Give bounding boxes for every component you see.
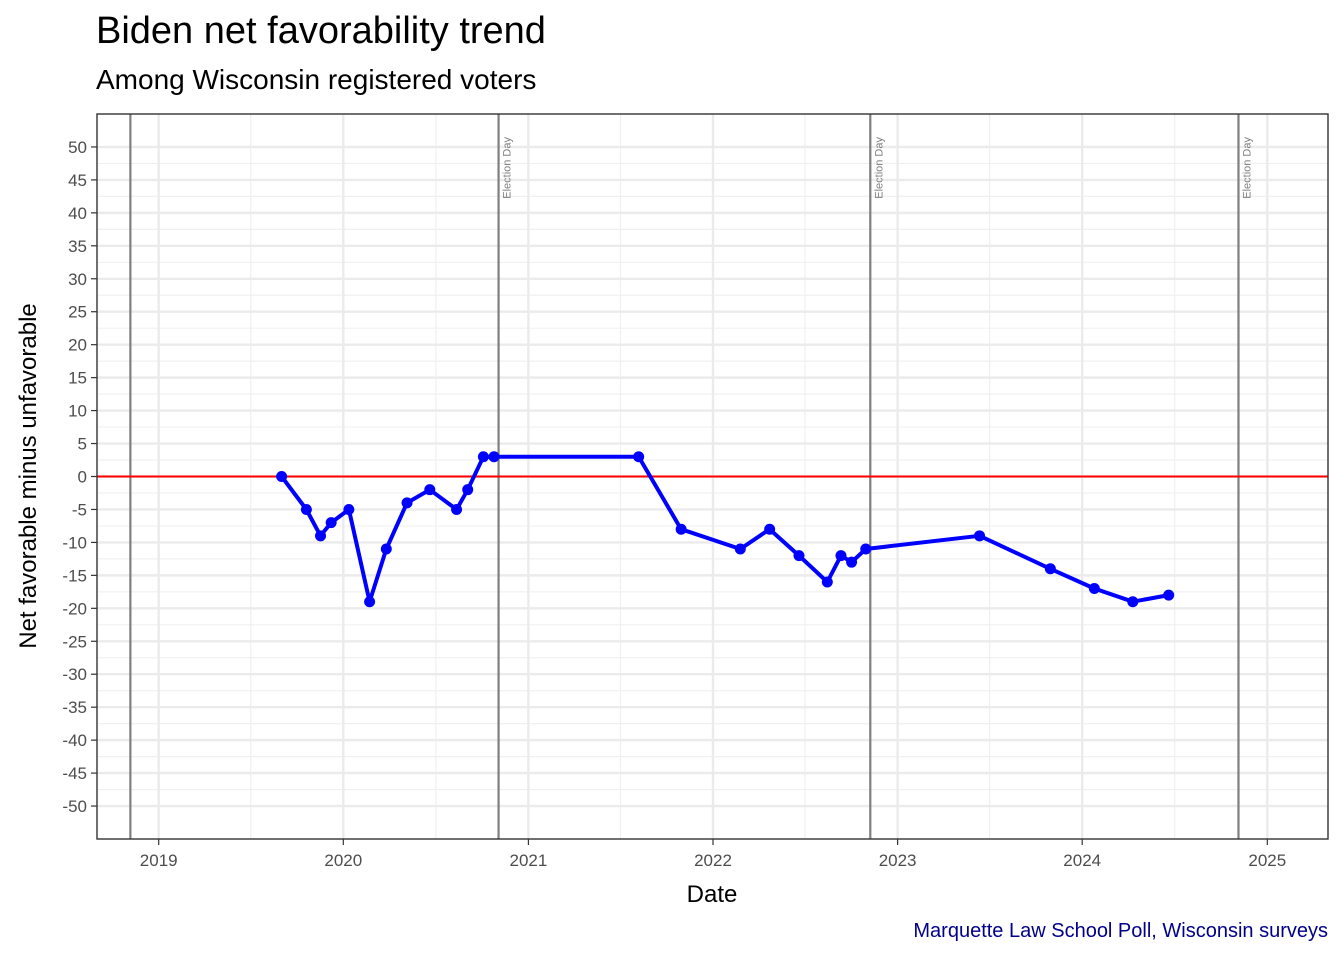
data-point (1127, 596, 1139, 608)
series-group (276, 451, 1175, 608)
y-tick-label: -10 (62, 533, 87, 552)
source-caption: Marquette Law School Poll, Wisconsin sur… (913, 920, 1328, 942)
data-point (734, 543, 746, 555)
data-point (488, 451, 500, 463)
y-tick-label: 15 (68, 369, 87, 388)
data-point (1044, 563, 1056, 575)
y-tick-label: -5 (72, 500, 87, 519)
data-point (846, 556, 858, 568)
data-point (276, 471, 288, 482)
y-axis: 50454035302520151050-5-10-15-20-25-30-35… (62, 138, 97, 816)
chart-title: Biden net favorability trend (96, 10, 546, 52)
y-tick-label: 10 (68, 402, 87, 421)
data-point (821, 576, 833, 588)
data-point (1088, 583, 1100, 595)
election-day-label: Election Day (1241, 137, 1253, 199)
x-tick-label: 2025 (1248, 851, 1286, 870)
data-point (325, 517, 337, 529)
y-tick-label: -25 (62, 632, 87, 651)
data-point (451, 503, 463, 515)
data-point (300, 503, 312, 515)
election-day-label: Election Day (873, 137, 885, 199)
y-tick-label: 0 (78, 468, 87, 487)
chart-subtitle: Among Wisconsin registered voters (96, 64, 537, 95)
data-point (764, 523, 776, 535)
x-axis: 2019 2020 2021 2022 2023 2024 2025 (140, 839, 1286, 870)
y-tick-label: 30 (68, 270, 87, 289)
x-tick-label: 2022 (694, 851, 732, 870)
data-point (860, 543, 872, 555)
x-tick-label: 2024 (1063, 851, 1101, 870)
major-gridlines (97, 114, 1328, 839)
data-point (675, 523, 687, 535)
x-axis-title: Date (687, 881, 738, 908)
data-point (1163, 589, 1175, 601)
y-tick-label: 20 (68, 336, 87, 355)
y-tick-label: 50 (68, 138, 87, 157)
y-tick-label: -45 (62, 764, 87, 783)
y-tick-label: -30 (62, 665, 87, 684)
y-tick-label: 35 (68, 237, 87, 256)
data-point (633, 451, 645, 463)
y-tick-label: -50 (62, 797, 87, 816)
data-point (477, 451, 489, 463)
data-point (462, 484, 474, 496)
data-point (974, 530, 986, 542)
data-point (424, 484, 436, 496)
data-point (315, 530, 327, 542)
y-axis-title: Net favorable minus unfavorable (15, 303, 42, 649)
data-point (380, 543, 392, 555)
y-tick-label: 40 (68, 204, 87, 223)
y-tick-label: -15 (62, 566, 87, 585)
y-tick-label: -40 (62, 731, 87, 750)
data-point (343, 503, 355, 515)
y-tick-label: 45 (68, 171, 87, 190)
y-tick-label: -35 (62, 698, 87, 717)
data-point (401, 497, 413, 509)
x-tick-label: 2021 (509, 851, 547, 870)
x-tick-label: 2020 (324, 851, 362, 870)
y-tick-label: -20 (62, 599, 87, 618)
data-point (835, 550, 847, 562)
data-point (364, 596, 376, 608)
y-tick-label: 25 (68, 303, 87, 322)
x-tick-label: 2019 (140, 851, 178, 870)
x-tick-label: 2023 (879, 851, 917, 870)
data-point (793, 550, 805, 562)
y-tick-label: 5 (78, 435, 87, 454)
election-day-label: Election Day (502, 137, 514, 199)
